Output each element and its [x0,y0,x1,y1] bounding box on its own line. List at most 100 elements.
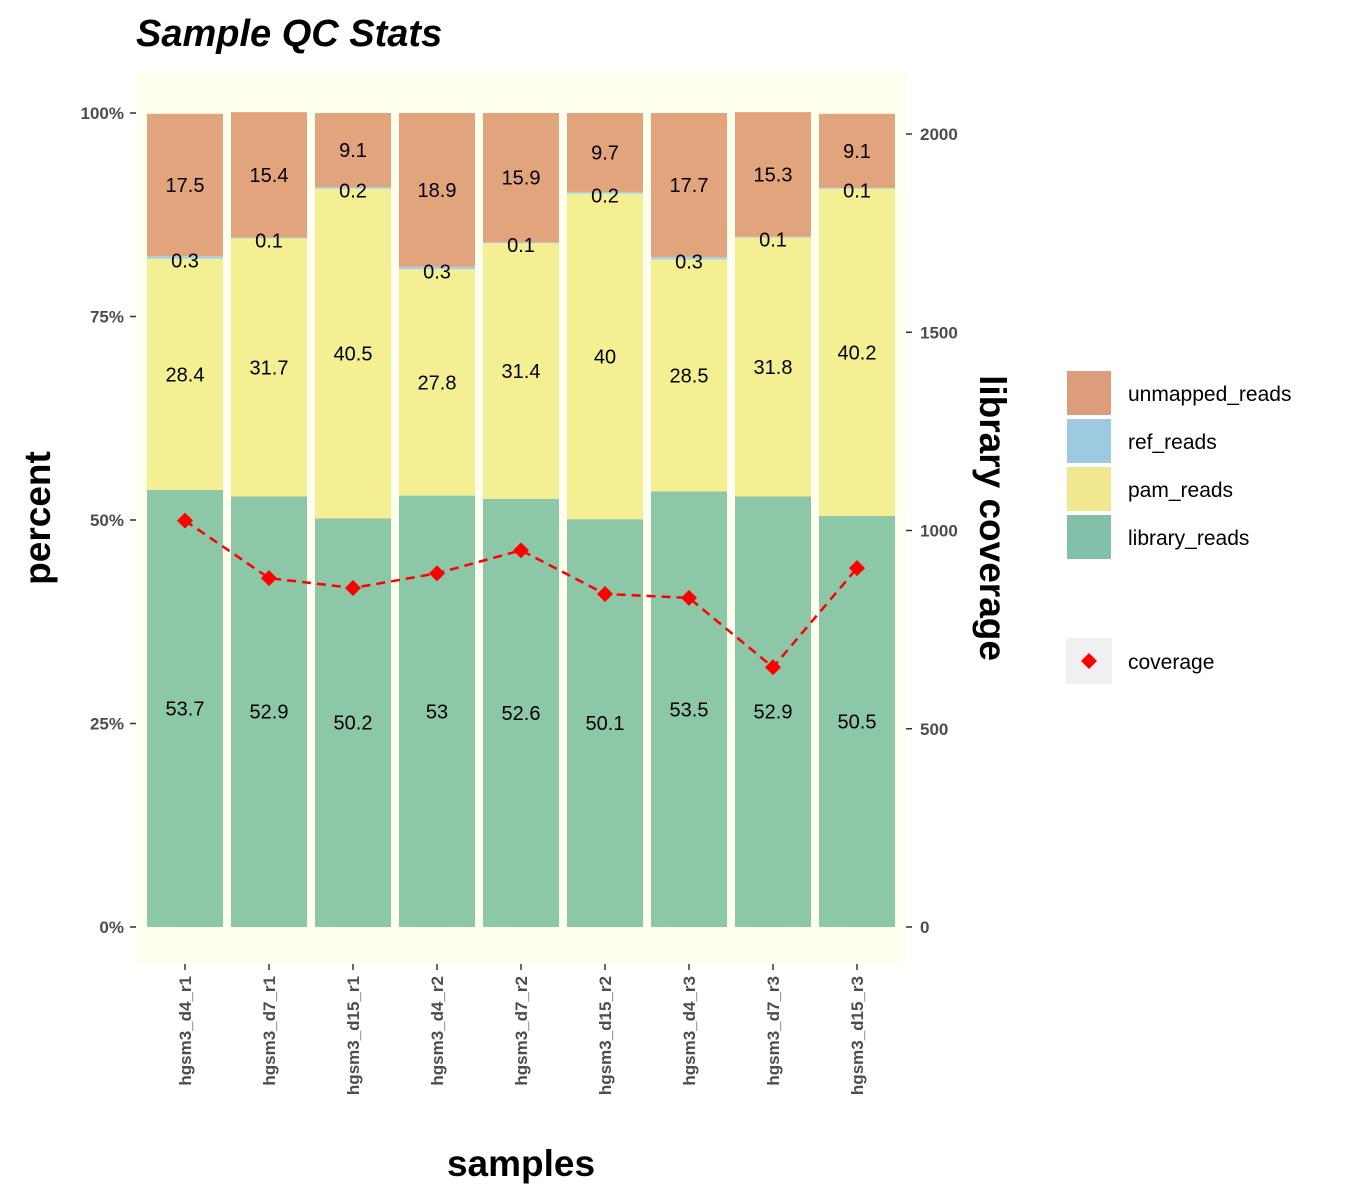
data-label: 0.1 [759,230,787,252]
bar-pam_reads [567,193,643,520]
bar-unmapped_reads [735,112,811,237]
y2-tick-label: 1500 [920,323,958,342]
x-tick-label: hgsm3_d7_r1 [260,976,279,1086]
data-label: 31.7 [250,357,289,379]
coverage-point [345,579,361,596]
bar-unmapped_reads [315,113,391,188]
bar-unmapped_reads [147,113,223,257]
chart-title: Sample QC Stats [136,13,442,55]
bar-pam_reads [483,243,559,499]
bar-ref_reads [231,237,307,239]
data-label: 9.7 [591,142,619,164]
bar-pam_reads [399,269,475,496]
bar-unmapped_reads [651,113,727,258]
data-label: 27.8 [418,372,457,394]
bar-library_reads [231,496,307,927]
bar-pam_reads [651,259,727,492]
coverage-point [849,560,865,577]
y-axis-title: percent [17,451,58,585]
data-label: 0.3 [171,251,199,273]
bar-pam_reads [315,188,391,519]
y-tick-label: 25% [90,715,124,734]
data-label: 40.5 [334,344,373,366]
bar-pam_reads [735,237,811,497]
x-tick-label: hgsm3_d4_r1 [176,976,195,1086]
bar-ref_reads [567,191,643,194]
coverage-point [177,512,193,529]
bar-ref_reads [399,266,475,270]
coverage-point [681,589,697,606]
left-y-axis: 0% 25% 50% 75% 100% [81,104,136,937]
data-label: 50.1 [586,713,625,735]
data-label: 52.6 [502,703,541,725]
data-label: 0.1 [507,235,535,257]
bars-layer: 53.7 28.4 0.3 17.5 52.9 31.7 0.1 15.4 50.2 40.5 0.… [147,112,895,927]
bar-unmapped_reads [231,112,307,238]
legend-swatch-library_reads [1065,513,1113,561]
coverage-line-layer [177,512,865,676]
data-label: 9.1 [843,141,871,163]
data-label: 40 [594,346,616,368]
data-label: 52.9 [250,702,289,724]
data-label: 0.2 [339,181,367,203]
data-label: 28.4 [166,364,205,386]
x-tick-label: hgsm3_d15_r2 [596,976,615,1095]
data-label: 40.2 [838,342,877,364]
data-label: 15.4 [250,165,289,187]
coverage-point [597,585,613,602]
bar-unmapped_reads [399,113,475,267]
data-label: 15.3 [754,164,793,186]
data-label: 0.1 [843,181,871,203]
legend-label: pam_reads [1128,479,1233,502]
data-label: 50.5 [838,711,877,733]
bar-library_reads [735,496,811,927]
legend-label: library_reads [1128,527,1249,550]
data-label: 52.9 [754,702,793,724]
y2-tick-label: 1000 [920,522,958,541]
x-tick-label: hgsm3_d4_r3 [680,976,699,1086]
y2-tick-label: 500 [920,720,948,739]
x-tick-label: hgsm3_d15_r3 [848,976,867,1095]
data-label: 53 [426,701,448,723]
legend-coverage-marker [1081,653,1097,669]
data-label: 18.9 [418,180,457,202]
data-label: 17.5 [166,175,205,197]
coverage-point [765,659,781,676]
y-tick-label: 50% [90,511,124,530]
x-axis: hgsm3_d4_r1 hgsm3_d7_r1 hgsm3_d15_r1 hgsm3_… [176,964,867,1095]
coverage-point [261,570,277,587]
y-tick-label: 0% [99,918,124,937]
data-label: 0.2 [591,186,619,208]
data-label: 28.5 [670,366,709,388]
y2-tick-label: 2000 [920,125,958,144]
coverage-point [513,542,529,559]
y-tick-label: 75% [90,308,124,327]
bar-library_reads [147,489,223,927]
data-label: 53.5 [670,699,709,721]
bar-unmapped_reads [819,113,895,188]
data-label: 0.3 [675,252,703,274]
bar-ref_reads [147,256,223,259]
y-tick-label: 100% [81,104,124,123]
data-label: 0.3 [423,261,451,283]
bar-ref_reads [819,187,895,189]
x-axis-title: samples [447,1143,595,1184]
data-label: 31.8 [754,357,793,379]
bar-ref_reads [651,257,727,260]
bar-unmapped_reads [483,113,559,243]
data-label: 17.7 [670,175,709,197]
data-label: 9.1 [339,140,367,162]
right-y-axis: 0 500 1000 1500 2000 [906,125,958,937]
legend-swatch-unmapped_reads [1065,369,1113,417]
bar-unmapped_reads [567,113,643,192]
y2-axis-title: library coverage [972,375,1013,661]
data-label: 53.7 [166,698,205,720]
data-label: 15.9 [502,168,541,190]
coverage-point [429,565,445,582]
bar-pam_reads [819,188,895,516]
legend-label: coverage [1128,651,1214,674]
x-tick-label: hgsm3_d7_r2 [512,976,531,1086]
legend: unmapped_reads ref_reads pam_reads library_… [1065,369,1291,684]
x-tick-label: hgsm3_d15_r1 [344,976,363,1095]
